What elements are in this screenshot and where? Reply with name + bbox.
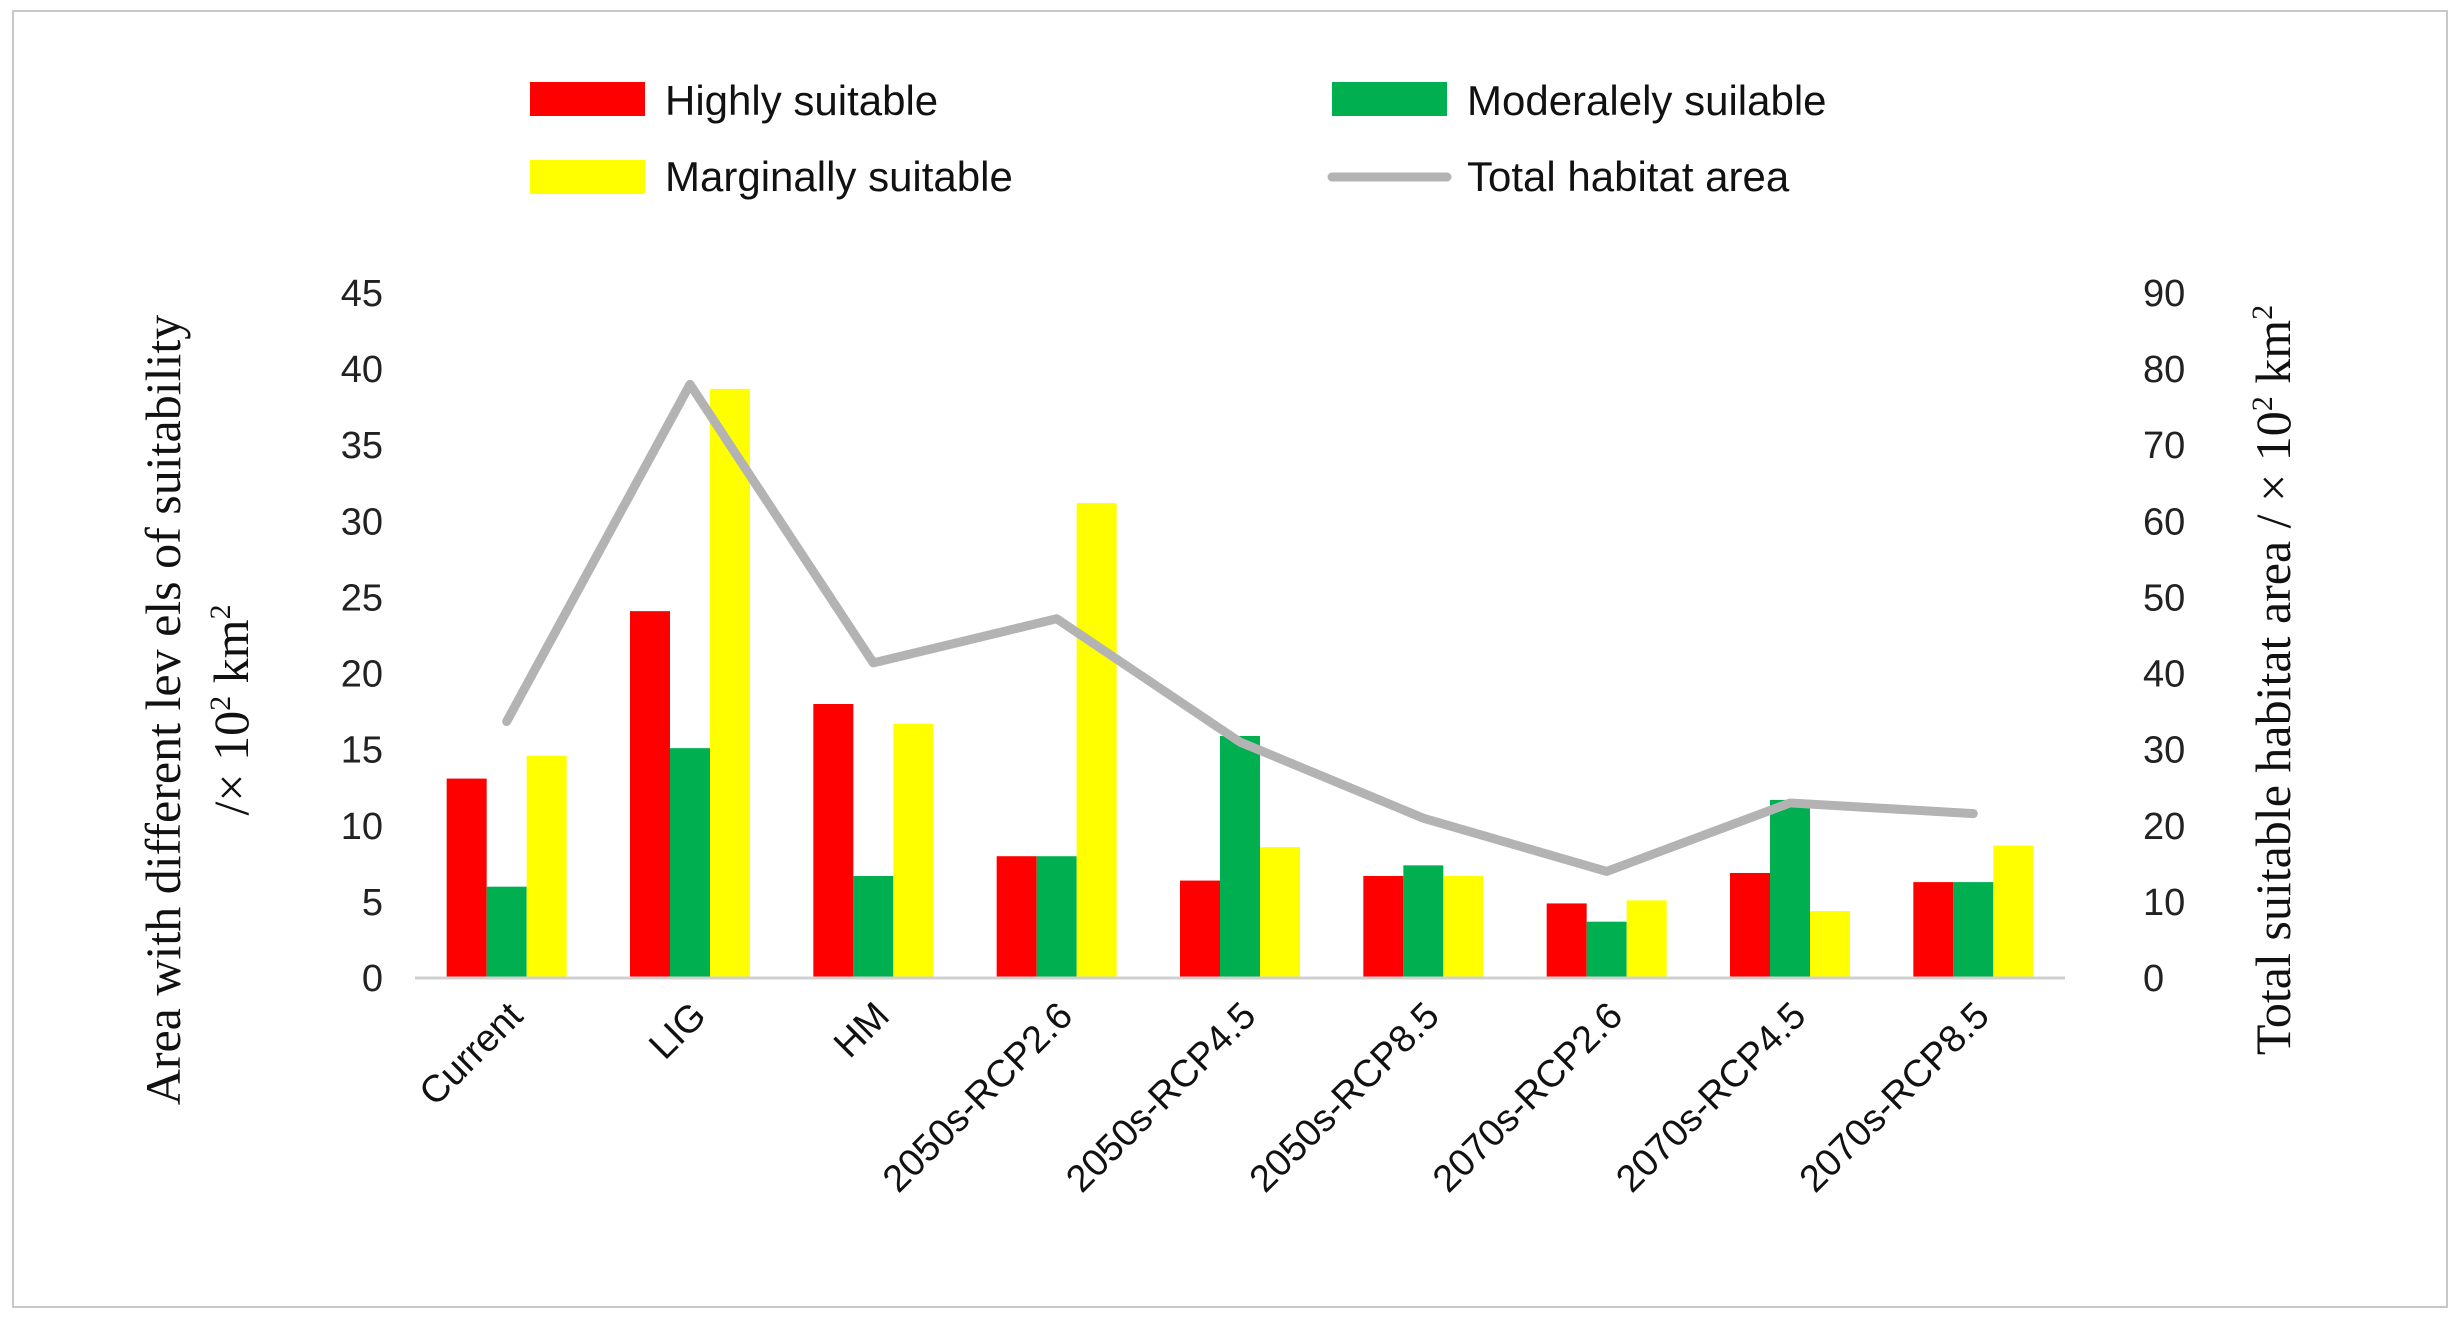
bar-marginally-suitable — [893, 723, 934, 978]
bar-highly-suitable — [1363, 876, 1404, 978]
bar-moderalely-suilable — [486, 886, 527, 978]
category-label: Current — [412, 994, 532, 1114]
y-left-unit-sup2: 2 — [204, 605, 237, 620]
bar-highly-suitable — [813, 704, 854, 978]
category-label: 2070s-RCP4.5 — [1608, 995, 1814, 1201]
legend-label-total: Total habitat area — [1467, 153, 1790, 200]
y-left-unit-pre: /× 10 — [203, 711, 259, 816]
y-left-tick-label: 35 — [341, 425, 383, 467]
chart-frame — [12, 10, 2448, 1308]
legend-label-marginally: Marginally suitable — [665, 153, 1013, 200]
y-left-tick-label: 25 — [341, 577, 383, 619]
category-label: LIG — [641, 995, 714, 1068]
bar-moderalely-suilable — [1586, 921, 1627, 978]
bar-marginally-suitable — [1810, 911, 1850, 978]
y-left-tick-label: 30 — [341, 501, 383, 543]
y-left-tick-label: 5 — [362, 882, 383, 924]
bar-highly-suitable — [996, 856, 1037, 978]
y-left-tick-label: 10 — [341, 806, 383, 848]
y-right-tick-label: 20 — [2143, 806, 2185, 848]
bar-highly-suitable — [1913, 882, 1954, 978]
y-right-tick-label: 10 — [2143, 882, 2185, 924]
y-left-axis-unit: /× 102 km2 — [203, 605, 259, 816]
y-right-title-post: km — [2245, 320, 2301, 397]
y-left-unit-post: km — [203, 619, 259, 696]
bar-highly-suitable — [1546, 903, 1587, 978]
category-label: HM — [826, 995, 897, 1066]
legend-swatch-marginally — [530, 160, 645, 194]
bar-moderalely-suilable — [1036, 856, 1077, 978]
bar-moderalely-suilable — [1220, 735, 1260, 978]
bar-moderalely-suilable — [1403, 865, 1444, 978]
bar-marginally-suitable — [1443, 876, 1484, 978]
bar-marginally-suitable — [710, 388, 750, 978]
y-right-tick-label: 40 — [2143, 654, 2185, 696]
y-left-tick-label: 45 — [341, 273, 383, 315]
bar-moderalely-suilable — [853, 876, 894, 978]
y-right-tick-label: 90 — [2143, 273, 2185, 315]
category-label: 2070s-RCP2.6 — [1425, 995, 1631, 1201]
bar-highly-suitable — [1730, 872, 1770, 978]
y-right-axis-title: Total suitable habitat area / × 102 km2 — [2245, 305, 2301, 1055]
bar-highly-suitable — [1180, 880, 1220, 978]
bar-highly-suitable — [630, 611, 670, 978]
category-label: 2050s-RCP4.5 — [1058, 995, 1264, 1201]
y-left-tick-label: 20 — [341, 654, 383, 696]
y-left-tick-label: 0 — [362, 958, 383, 1000]
legend-swatch-highly — [530, 82, 645, 116]
y-right-tick-label: 0 — [2143, 958, 2164, 1000]
y-right-tick-label: 80 — [2143, 349, 2185, 391]
bar-marginally-suitable — [1260, 847, 1300, 978]
y-right-title-sup: 2 — [2246, 396, 2279, 411]
bar-highly-suitable — [446, 778, 487, 978]
left-axis-ticks: 0 5 10 15 20 25 30 35 40 45 — [341, 273, 383, 1000]
y-right-tick-label: 50 — [2143, 577, 2185, 619]
bars — [446, 388, 2034, 978]
bar-moderalely-suilable — [670, 748, 710, 978]
y-left-unit-sup: 2 — [204, 696, 237, 711]
bar-moderalely-suilable — [1953, 882, 1994, 978]
total-habitat-line — [502, 379, 1978, 876]
y-left-title-main: Area with different lev els of suitabili… — [135, 315, 191, 1106]
bar-moderalely-suilable — [1770, 799, 1810, 978]
category-label: 2070s-RCP8.5 — [1792, 995, 1998, 1201]
category-labels: Current LIG HM2050s-RCP2.62050s-RCP4.52050… — [412, 994, 1998, 1200]
category-label: 2050s-RCP8.5 — [1242, 995, 1448, 1201]
bar-marginally-suitable — [1993, 845, 2034, 978]
legend-label-moderately: Moderalely suilable — [1467, 77, 1827, 124]
y-left-axis-title: Area with different lev els of suitabili… — [135, 315, 191, 1106]
legend-label-highly: Highly suitable — [665, 77, 938, 124]
bar-marginally-suitable — [1626, 900, 1667, 978]
bar-marginally-suitable — [1076, 503, 1117, 978]
bar-marginally-suitable — [526, 755, 567, 978]
y-right-tick-label: 60 — [2143, 501, 2185, 543]
y-left-tick-label: 15 — [341, 730, 383, 772]
y-right-tick-label: 30 — [2143, 730, 2185, 772]
y-right-title-sup2: 2 — [2246, 305, 2279, 320]
category-label: 2050s-RCP2.6 — [875, 995, 1081, 1201]
legend: Highly suitable Moderalely suilable Marg… — [530, 77, 1827, 200]
y-right-tick-label: 70 — [2143, 425, 2185, 467]
legend-swatch-moderately — [1332, 82, 1447, 116]
right-axis-ticks: 0 10 20 30 40 50 60 70 80 90 — [2143, 273, 2185, 1000]
y-right-title-pre: Total suitable habitat area / × 10 — [2245, 411, 2301, 1055]
y-left-tick-label: 40 — [341, 349, 383, 391]
